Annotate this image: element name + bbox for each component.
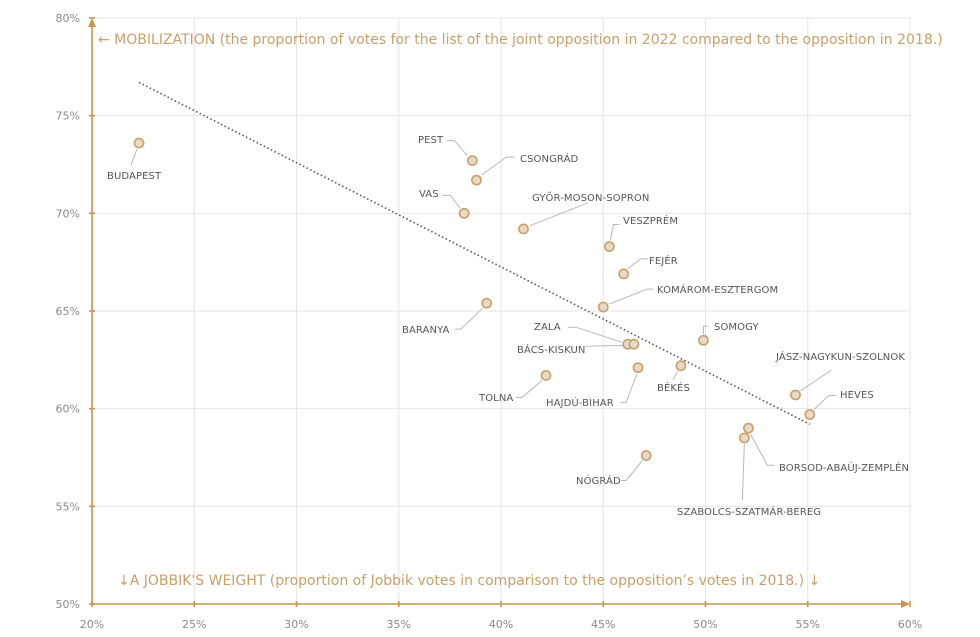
leader-line-tolna (515, 380, 543, 398)
point-jasz-nagykun-szolnok (790, 389, 801, 401)
leader-line-bekes (672, 370, 679, 380)
y-tick-label: 80% (56, 12, 80, 25)
leader-line-hajdu-bihar (620, 373, 638, 404)
point-baranya (481, 297, 493, 309)
point-label-csongrad: CSONGRÁD (520, 152, 579, 165)
y-tick-label: 70% (56, 207, 80, 220)
leader-line-csongrad (481, 156, 515, 176)
point-label-borsod-abauj-zemplen: BORSOD-ABAÚJ-ZEMPLÉN (779, 461, 909, 474)
y-tick-label: 55% (56, 500, 80, 513)
leader-line-komarom-esztergom (609, 288, 654, 305)
leader-line-pest (446, 140, 468, 156)
trend-line (138, 81, 811, 426)
point-bekes (675, 360, 687, 372)
data-points (133, 137, 816, 461)
leader-line-szabolcs-szatmar-bereg (741, 443, 745, 500)
x-tick-label: 35% (387, 618, 411, 631)
x-tick-label: 50% (693, 618, 717, 631)
leader-line-nograd (621, 460, 643, 482)
point-gyor-moson-sopron (518, 223, 529, 235)
leader-line-baranya (454, 307, 484, 330)
point-label-nograd: NÓGRÁD (576, 474, 621, 487)
leader-line-veszprem (609, 224, 620, 241)
leader-line-borsod-abauj-zemplen (750, 433, 775, 466)
y-tick-label: 65% (56, 305, 80, 318)
axes (88, 17, 911, 608)
point-vas (458, 207, 470, 219)
leader-line-budapest (130, 148, 138, 166)
point-szabolcs-szatmar-bereg (738, 432, 750, 444)
y-axis-title: ← MOBILIZATION (the proportion of votes … (98, 32, 943, 48)
point-borsod-abauj-zemplen (743, 422, 754, 434)
point-label-zala: ZALA (534, 322, 561, 333)
point-fejer (618, 268, 630, 280)
x-tick-label: 45% (591, 618, 615, 631)
point-nograd (640, 450, 652, 461)
point-bacs-kiskun (628, 338, 640, 350)
point-somogy (698, 334, 709, 346)
point-labels: BUDAPEST PEST CSONGRÁD VAS GYŐR-MOSON-SOPRON… (107, 135, 909, 518)
point-label-budapest: BUDAPEST (107, 171, 162, 182)
point-label-fejer: FEJÉR (649, 254, 678, 267)
point-label-pest: PEST (418, 135, 444, 146)
point-csongrad (471, 174, 482, 186)
x-axis-arrow-icon (901, 600, 910, 608)
leader-line-jasz-nagykun-szolnok (800, 369, 832, 392)
leader-line-somogy (702, 325, 709, 335)
leader-line-gyor-moson-sopron (529, 202, 588, 227)
point-label-komarom-esztergom: KOMÁROM-ESZTERGOM (657, 283, 778, 296)
point-label-szabolcs-szatmar-bereg: SZABOLCS-SZATMÁR-BEREG (677, 505, 821, 518)
point-pest (466, 155, 478, 166)
x-tick-label: 55% (796, 618, 820, 631)
point-label-gyor-moson-sopron: GYŐR-MOSON-SOPRON (532, 190, 649, 204)
point-hajdu-bihar (632, 362, 644, 374)
point-label-veszprem: VESZPRÉM (623, 214, 678, 227)
label-leaders (130, 140, 836, 500)
tick-labels: 20% 25% 30% 35% 40% 45% 50% 55% 60% 50% 55% 60% 65% 7… (56, 12, 923, 631)
point-label-heves: HEVES (840, 390, 874, 401)
point-label-tolna: TOLNA (478, 393, 513, 404)
x-tick-label: 60% (898, 618, 922, 631)
y-tick-label: 75% (56, 110, 80, 123)
y-axis-arrow-icon (88, 18, 96, 27)
leader-line-bacs-kiskun (584, 344, 628, 347)
x-tick-label: 20% (80, 618, 104, 631)
x-tick-label: 30% (284, 618, 308, 631)
leader-line-zala (567, 326, 622, 343)
point-budapest (133, 137, 145, 149)
point-label-bekes: BÉKÉS (657, 381, 690, 394)
leader-line-heves (813, 395, 836, 410)
x-tick-label: 25% (182, 618, 206, 631)
point-label-vas: VAS (419, 189, 439, 200)
leader-line-vas (442, 194, 461, 209)
y-tick-label: 50% (56, 598, 80, 611)
point-heves (804, 409, 816, 420)
point-label-hajdu-bihar: HAJDÚ-BIHAR (546, 396, 614, 409)
point-label-baranya: BARANYA (402, 325, 449, 336)
point-veszprem (603, 241, 615, 252)
x-axis-title: ↓A JOBBIK'S WEIGHT (proportion of Jobbik… (118, 573, 820, 589)
x-tick-label: 40% (489, 618, 513, 631)
point-label-jasz-nagykun-szolnok: JÁSZ-NAGYKUN-SZOLNOK (775, 350, 905, 363)
point-komarom-esztergom (597, 301, 609, 313)
leader-line-fejer (627, 258, 648, 270)
point-tolna (540, 370, 552, 381)
point-label-bacs-kiskun: BÁCS-KISKUN (517, 343, 586, 356)
y-tick-label: 60% (56, 403, 80, 416)
point-label-somogy: SOMOGY (714, 322, 759, 333)
